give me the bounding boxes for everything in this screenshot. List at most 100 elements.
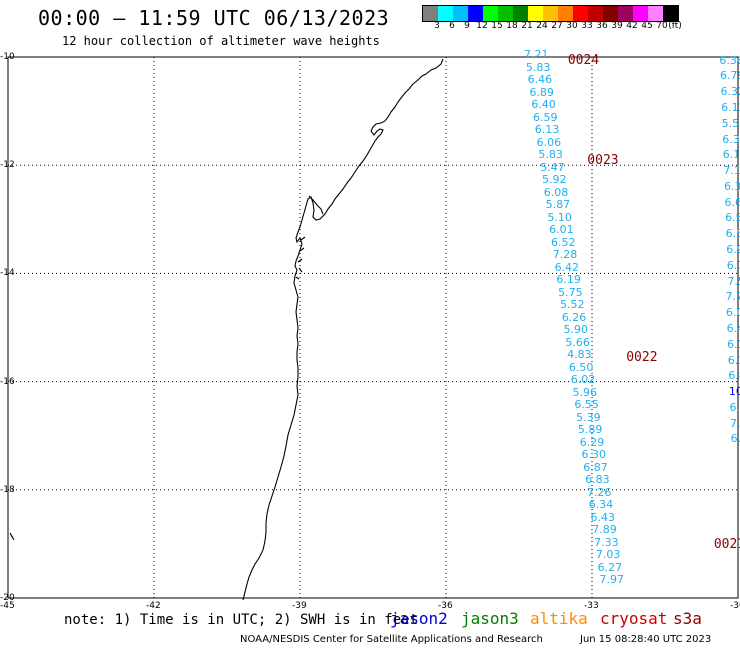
swh-value: 7.12 [723,164,740,178]
legend-swatch [468,6,483,21]
legend-swatch [498,6,513,21]
page-title: 00:00 – 11:59 UTC 06/13/2023 [38,6,390,30]
longitude-label: -36 [438,601,453,611]
legend-tick-label: 36 [596,21,608,31]
swh-value: 5.89 [577,423,603,437]
swh-value: 6.83 [585,473,610,487]
swh-value: 6.89 [529,85,554,99]
swh-value: 7.7 [725,290,740,304]
swh-value: 6.50 [568,360,594,374]
swh-value: 6.13 [534,123,560,137]
swh-value: 6.29 [579,435,605,449]
satellite-label-jason2: jason2 [390,609,448,628]
swh-value: 7.21 [524,48,549,62]
legend-tick-label: 39 [611,21,623,31]
legend-swatch [543,6,558,21]
legend-tick-label: 24 [536,21,548,31]
legend-swatch [603,6,618,21]
swh-value: 6.56 [725,227,740,241]
pass-id-label: 0021 [713,536,740,552]
swh-value: 5.96 [572,385,598,399]
swh-value: 6.3 [727,353,740,367]
swh-value: 6.43 [590,510,615,524]
pass-id-label: 0022 [626,350,658,366]
swh-value: 6.75 [726,258,740,272]
swh-value: 6.08 [543,185,569,199]
swh-value: 5.75 [558,285,583,299]
legend-swatch [648,6,663,21]
swh-value: 6.19 [556,273,581,287]
swh-value: 7.26 [586,485,612,499]
longitude-label: -45 [0,601,15,611]
legend-swatch [633,6,648,21]
swh-value: 6.26 [561,310,587,324]
swh-value: 6.1 [727,337,740,351]
wave-height-map [7,56,739,601]
color-legend-labels: 3 6 9 12 15 18 21 24 27 30 33 36 39 42 45 70 (ft) [422,21,740,33]
swh-value: 6.01 [549,223,574,237]
credit-text: NOAA/NESDIS Center for Satellite Applica… [240,634,543,645]
satellite-label-cryosat: cryosat [600,609,668,628]
swh-value: 5.83 [538,148,563,162]
swh-value: 6.87 [583,460,608,474]
satellite-label-altika: altika [530,609,588,628]
swh-value: 6.79 [719,69,740,83]
swh-value: 10.1 [728,385,740,399]
footer-note: note: 1) Time is in UTC; 2) SWH is in fe… [64,612,419,628]
legend-swatch [483,6,498,21]
latitude-label: -18 [0,484,15,495]
swh-value: 7.89 [592,523,617,537]
swh-value: 6.27 [597,560,623,574]
swh-value: 6.8 [728,369,740,383]
longitude-label: -30 [730,601,740,611]
swh-value: 5.39 [576,410,601,424]
swh-value: 6.30 [581,448,607,462]
legend-tick-label: 45 [641,21,653,31]
swh-value: 7.28 [552,248,578,262]
swh-value: 5.10 [547,210,572,224]
legend-swatch [618,6,633,21]
swh-value: 6.46 [527,73,553,87]
swh-value: 5.54 [721,116,740,130]
legend-swatch [528,6,543,21]
legend-swatch [453,6,468,21]
swh-value: 6.5 [729,400,740,414]
legend-tick-label: 12 [476,21,488,31]
legend-tick-label: 21 [521,21,533,31]
legend-tick-label: 30 [566,21,578,31]
swh-value: 6.12 [721,101,740,115]
legend-tick-label: 70 [656,21,668,31]
page-subtitle: 12 hour collection of altimeter wave hei… [62,34,380,48]
swh-value: 6.59 [533,110,558,124]
legend-swatch [573,6,588,21]
color-legend-bar [422,5,679,22]
swh-value: 6.34 [723,179,740,193]
longitude-label: -39 [292,601,307,611]
legend-tick-label: 6 [449,21,455,31]
longitude-label: -33 [584,601,599,611]
coastline [242,58,444,601]
legend-swatch [663,6,678,21]
map-frame [7,56,739,599]
swh-value: 6.06 [536,135,562,149]
swh-value: 4.83 [567,348,592,362]
satellite-label-jason3: jason3 [461,609,519,628]
longitude-label: -42 [146,601,161,611]
satellite-label-s3a: s3a [673,609,702,628]
swh-value: 7.33 [594,535,619,549]
swh-value: 6.91 [726,243,740,257]
swh-value: 5.66 [565,335,590,349]
legend-tick-label: 3 [434,21,440,31]
swh-value: 6.34 [588,498,614,512]
swh-value: 7.50 [727,274,740,288]
swh-value: 5.90 [563,323,589,337]
swh-value: 7.97 [599,573,624,587]
generated-timestamp: Jun 15 08:28:40 UTC 2023 [580,634,712,645]
swh-value: 6.7 [730,432,740,446]
swh-value: 6.42 [554,260,580,274]
swh-value: 6.02 [570,373,596,387]
latitude-label: -10 [0,52,15,62]
legend-swatch [513,6,528,21]
swh-value: 6.40 [531,98,556,112]
swh-value: 5.92 [541,173,567,187]
